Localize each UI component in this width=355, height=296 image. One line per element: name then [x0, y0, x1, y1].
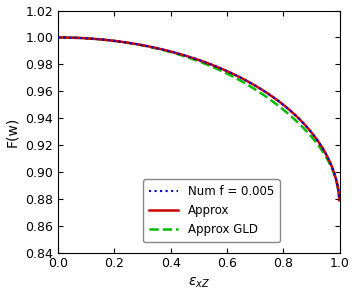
Num f = 0.005	[185, 54, 190, 58]
Num f = 0.005	[70, 36, 75, 39]
Legend: Num f = 0.005, Approx, Approx GLD: Num f = 0.005, Approx, Approx GLD	[143, 179, 280, 242]
Approx GLD	[329, 165, 333, 169]
Line: Num f = 0.005: Num f = 0.005	[58, 38, 339, 200]
Num f = 0.005	[56, 36, 60, 39]
Num f = 0.005	[329, 163, 333, 167]
Approx GLD	[193, 58, 197, 62]
Y-axis label: F(w): F(w)	[6, 116, 20, 147]
Num f = 0.005	[193, 57, 197, 60]
Approx GLD	[277, 105, 282, 108]
Approx	[277, 100, 282, 104]
Approx	[329, 163, 333, 167]
Approx GLD	[56, 36, 60, 39]
X-axis label: $\varepsilon_{xZ}$: $\varepsilon_{xZ}$	[188, 276, 210, 290]
Approx GLD	[329, 165, 333, 168]
Approx GLD	[337, 199, 342, 202]
Line: Approx GLD: Approx GLD	[58, 38, 339, 200]
Approx	[70, 36, 75, 39]
Approx	[329, 163, 333, 166]
Num f = 0.005	[329, 163, 333, 166]
Num f = 0.005	[277, 100, 282, 104]
Approx	[185, 54, 190, 58]
Line: Approx: Approx	[58, 38, 339, 200]
Approx	[56, 36, 60, 39]
Approx	[193, 57, 197, 60]
Approx GLD	[70, 36, 75, 39]
Approx	[337, 198, 342, 202]
Approx GLD	[185, 55, 190, 59]
Num f = 0.005	[337, 198, 342, 202]
